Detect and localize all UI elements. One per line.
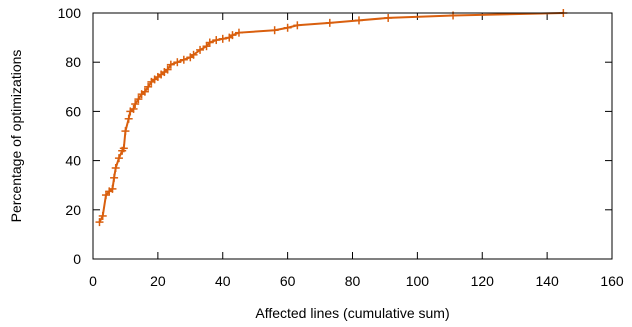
data-point-marker [173,58,182,67]
data-point-marker [140,87,149,96]
data-point-marker [95,218,104,227]
data-point-marker [234,28,243,37]
data-point-marker [111,163,120,172]
data-point-marker [354,16,363,25]
data-point-marker [212,36,221,45]
data-point-marker [144,82,153,91]
series-markers [95,9,568,227]
data-point-marker [114,154,123,163]
x-axis-ticks: 0 20 40 60 80 100 120 140 160 [89,13,624,289]
y-axis-title: Percentage of optimizations [8,50,24,223]
data-point-marker [110,173,119,182]
data-point-marker [129,104,138,113]
y-tick-label: 0 [73,251,81,267]
x-tick-label: 100 [406,273,430,289]
y-tick-label: 60 [65,103,81,119]
data-point-marker [179,55,188,64]
data-point-marker [166,60,175,69]
y-tick-label: 40 [65,153,81,169]
data-point-marker [163,65,172,74]
x-tick-label: 80 [345,273,361,289]
y-tick-label: 100 [58,5,82,21]
data-point-marker [131,100,140,109]
data-point-marker [189,50,198,59]
data-point-marker [325,18,334,27]
x-tick-label: 140 [535,273,559,289]
x-tick-label: 0 [89,273,97,289]
x-tick-label: 120 [471,273,495,289]
y-tick-label: 20 [65,202,81,218]
data-point-marker [218,34,227,43]
data-point-marker [121,127,130,136]
data-point-marker [228,31,237,40]
data-point-marker [205,38,214,47]
data-point-marker [134,95,143,104]
data-point-marker [124,114,133,123]
x-tick-label: 160 [600,273,624,289]
data-point-marker [98,211,107,220]
x-tick-label: 40 [215,273,231,289]
series-line [98,12,564,223]
x-axis-title: Affected lines (cumulative sum) [255,305,449,321]
plot-frame [92,12,613,260]
data-point-marker [293,21,302,30]
data-point-marker [384,13,393,22]
y-tick-label: 80 [65,54,81,70]
data-point-marker [283,23,292,32]
data-point-marker [270,26,279,35]
x-tick-label: 20 [150,273,166,289]
data-point-marker [196,45,205,54]
data-point-marker [108,184,117,193]
x-tick-label: 60 [280,273,296,289]
data-point-marker [119,144,128,153]
y-axis-ticks: 0 20 40 60 80 100 [58,5,612,267]
